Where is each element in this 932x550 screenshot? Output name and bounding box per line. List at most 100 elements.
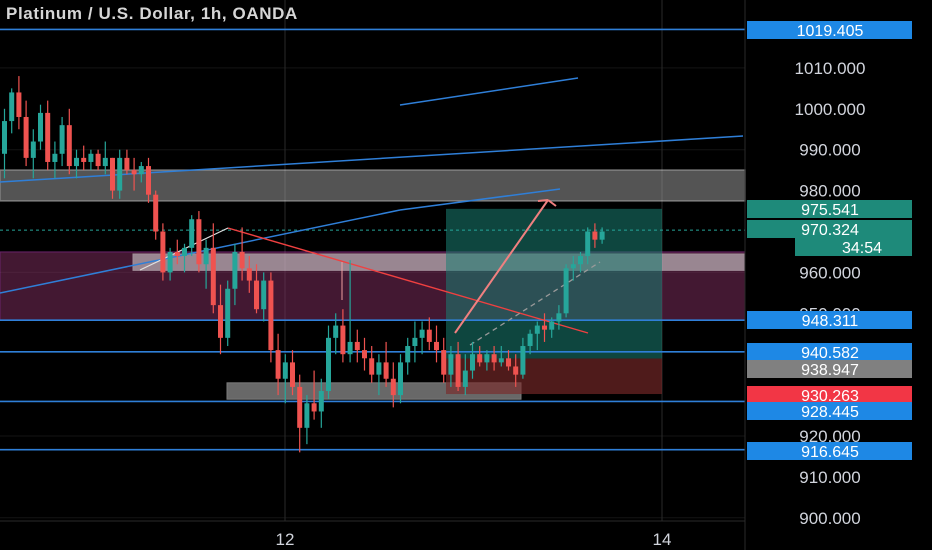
price-label-text: 970.324 (801, 222, 859, 239)
price-axis-tick: 1010.000 (795, 59, 866, 78)
price-axis-tick: 1000.000 (795, 100, 866, 119)
price-axis-tick: 980.000 (799, 182, 860, 201)
candle-body (398, 362, 403, 396)
candle-body (549, 321, 555, 330)
price-label-box (795, 238, 912, 256)
price-label-box (747, 220, 912, 238)
price-label-box (747, 442, 912, 460)
trendline-upper-ext (399, 77, 579, 106)
candle-body (210, 247, 216, 306)
candle-body (455, 354, 461, 387)
candle-body (333, 325, 339, 338)
candle-body (138, 166, 144, 175)
price-label-box (747, 311, 912, 329)
candle-body (369, 358, 375, 375)
price-label-box (747, 402, 912, 420)
candle-body (182, 247, 187, 257)
resistance-zone (0, 169, 746, 202)
time-axis-tick: 14 (653, 530, 672, 549)
price-label-text: 34:54 (842, 240, 882, 257)
candle-body (232, 251, 238, 289)
price-axis-tick: 920.000 (799, 427, 860, 446)
candle-body (59, 125, 65, 154)
price-axis-tick: 960.000 (799, 263, 860, 282)
candle-body (362, 350, 367, 359)
candle-body (412, 337, 418, 347)
candle-body (167, 251, 173, 273)
projection-arrow-head (537, 199, 557, 207)
projection-arrow (454, 199, 549, 334)
candle-body (261, 280, 267, 310)
candle-body (2, 121, 7, 154)
candle-body (153, 194, 159, 232)
candle-body (347, 341, 353, 355)
trendline-red (227, 227, 589, 334)
candle-body (290, 362, 295, 387)
candle-body (383, 362, 389, 379)
candle-body (246, 268, 252, 281)
price-label-box (747, 360, 912, 378)
price-axis-tick: 900.000 (799, 509, 860, 528)
candle-body (448, 354, 454, 375)
price-label-box (747, 200, 912, 218)
candle-body (196, 219, 202, 265)
candle-body (45, 112, 51, 162)
candle-body (563, 268, 569, 314)
price-axis-tick: 910.000 (799, 468, 860, 487)
candle-body (146, 166, 151, 195)
candle-body (23, 116, 29, 158)
candle-body (131, 170, 137, 175)
candle-body (477, 354, 483, 363)
candle-body (585, 231, 591, 257)
price-label-text: 940.582 (801, 345, 859, 362)
price-label-box (747, 21, 912, 39)
candle-body (570, 264, 576, 269)
candle-body (376, 362, 382, 375)
candle-body (434, 341, 439, 351)
price-label-text: 928.445 (801, 404, 859, 421)
candle-body (390, 378, 396, 396)
price-label-text: 938.947 (801, 362, 859, 379)
candle-body (491, 354, 497, 363)
long-position-stop (446, 358, 662, 395)
candle-body (462, 370, 468, 387)
price-label-box (747, 386, 912, 404)
candle-body (297, 386, 303, 428)
candle-body (74, 157, 79, 167)
candle-body (38, 112, 43, 142)
price-label-box (747, 343, 912, 361)
candle-body (304, 403, 310, 428)
candle-body (102, 157, 108, 167)
price-axis-tick: 990.000 (799, 141, 860, 160)
candle-body (534, 325, 540, 334)
candle-body (275, 350, 281, 379)
candle-body (527, 333, 533, 347)
candle-body (30, 141, 36, 158)
candle-body (239, 251, 245, 269)
candle-body (16, 92, 22, 117)
candle-body (124, 157, 130, 171)
trendline-channel-ext (399, 188, 561, 211)
candle-body (88, 153, 94, 162)
candle-body (426, 329, 432, 342)
projection-dashed (469, 261, 601, 346)
price-label-text: 948.311 (802, 313, 859, 330)
trendline-lower (0, 135, 744, 183)
candle-body (354, 341, 360, 351)
candle-body (81, 157, 87, 162)
candle-body (405, 346, 411, 363)
candle-body (174, 251, 180, 257)
candle-body (95, 153, 101, 167)
candle-body (441, 350, 447, 375)
candle-body (117, 157, 123, 191)
candle-body (520, 346, 526, 375)
candle-body (542, 325, 547, 330)
candle-body (160, 231, 166, 273)
symbol-title: Platinum / U.S. Dollar, 1h, OANDA (6, 4, 298, 23)
candle-body (484, 354, 490, 363)
candle-body (578, 256, 583, 265)
price-label-text: 930.263 (801, 388, 859, 405)
candle-body (556, 313, 562, 322)
candle-body (110, 157, 115, 191)
